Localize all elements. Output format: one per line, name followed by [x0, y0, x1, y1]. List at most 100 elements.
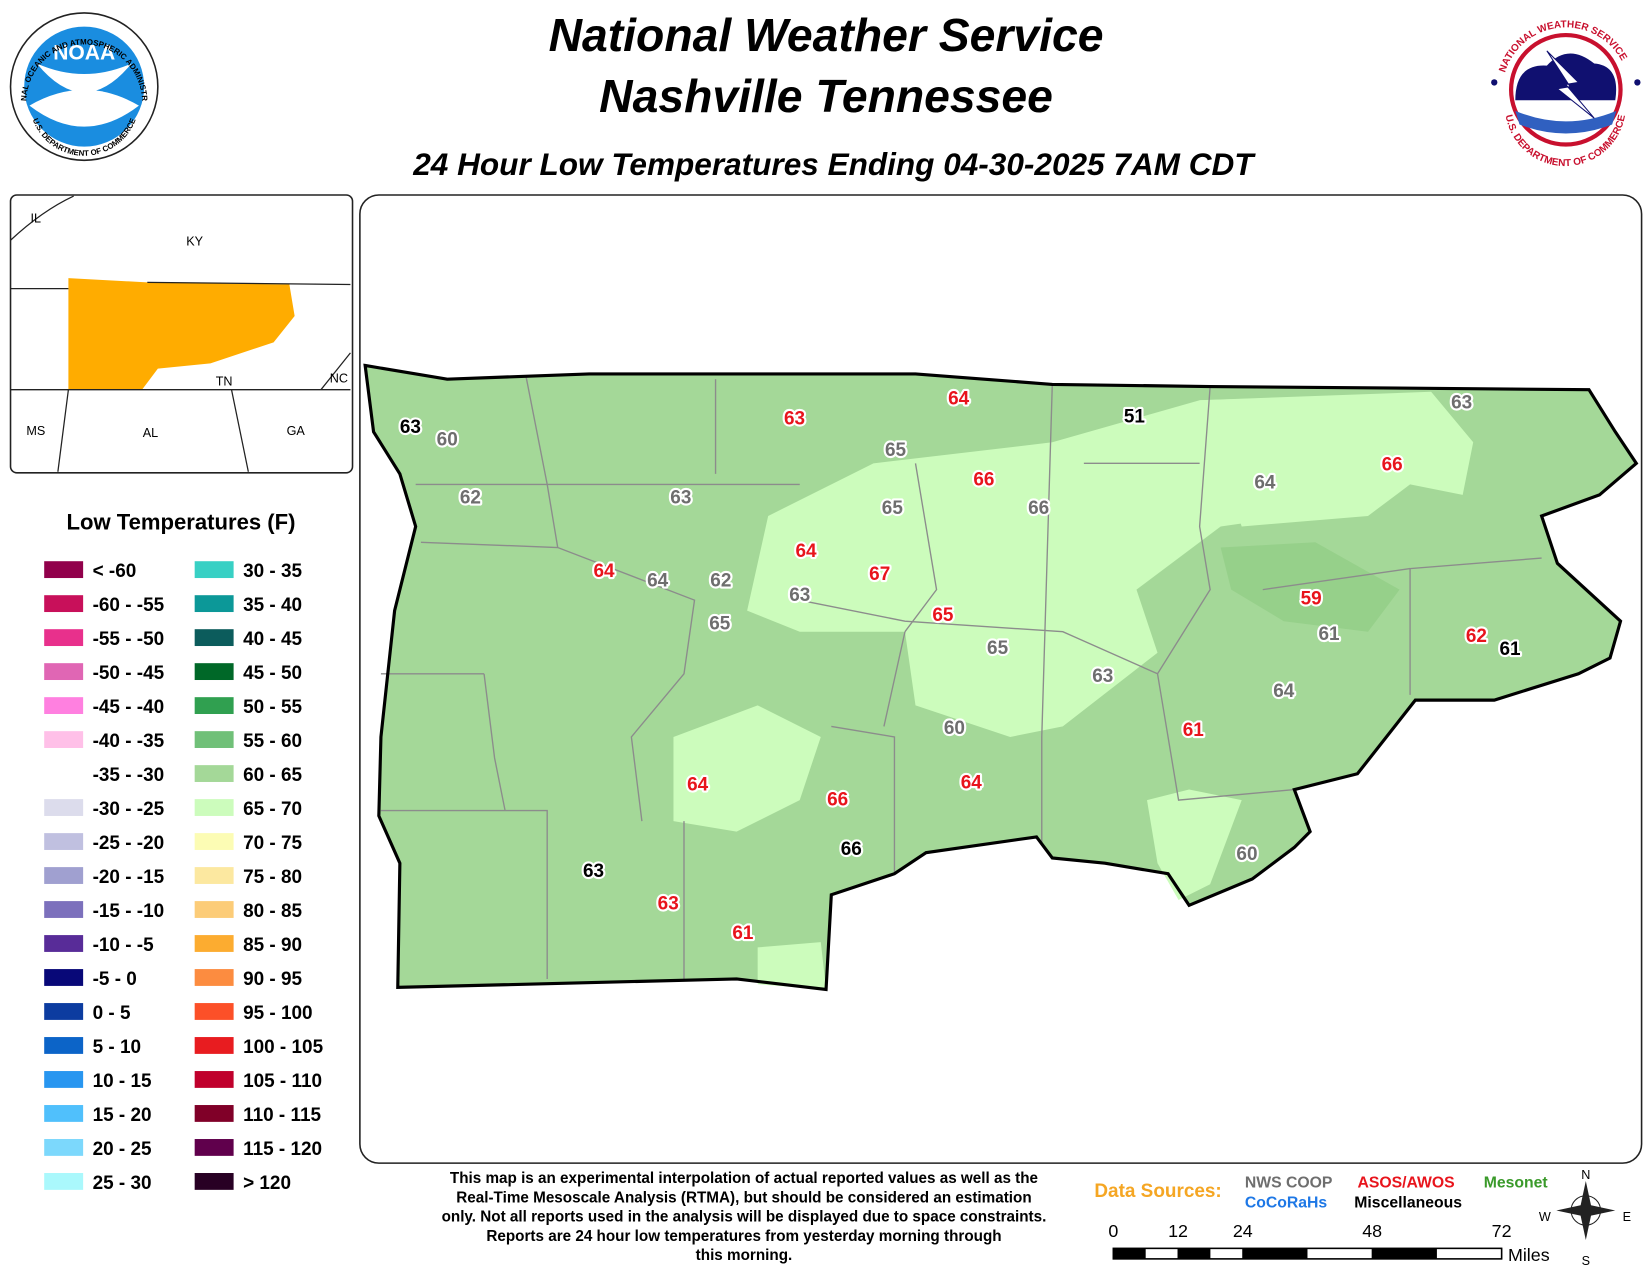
analysis-patch [757, 942, 827, 990]
station-value: 63 [789, 585, 810, 606]
legend-swatch [44, 1003, 84, 1020]
inset-label: GA [287, 424, 306, 438]
inset-label: TN [216, 374, 233, 388]
region-outline [363, 363, 1639, 992]
footnote-line: only. Not all reports used in the analys… [442, 1209, 1047, 1226]
analysis-patch [747, 394, 1368, 737]
legend-label: 35 - 40 [243, 595, 302, 616]
legend-label: 0 - 5 [93, 1003, 131, 1024]
legend-label: 40 - 45 [243, 629, 302, 650]
legend-label: -20 - -15 [93, 867, 165, 888]
legend-label: -35 - -30 [93, 765, 165, 786]
logo-star [1491, 79, 1498, 86]
legend-swatch [44, 1139, 84, 1156]
compass-ring [1570, 1195, 1602, 1226]
station-value: 63 [670, 487, 691, 508]
station-value: 60 [944, 718, 965, 739]
footnote-line: Real-Time Mesoscale Analysis (RTMA), but… [456, 1189, 1031, 1206]
legend: < -60 -60 - -55 -55 - -50 -50 - -45 -45 - -4… [44, 561, 323, 1194]
legend-swatch [44, 731, 84, 748]
logo-bolt [1546, 50, 1595, 119]
footnote-line: Reports are 24 hour low temperatures fro… [486, 1228, 1001, 1245]
scale-label: 48 [1362, 1221, 1382, 1241]
legend-swatch [44, 935, 84, 952]
legend-label: > 120 [243, 1173, 291, 1194]
legend-label: 20 - 25 [93, 1139, 152, 1160]
legend-label: -40 - -35 [93, 731, 165, 752]
station-value: 60 [437, 429, 458, 450]
inset-label: AL [143, 426, 158, 440]
station-value: 64 [593, 561, 615, 582]
legend-label: 50 - 55 [243, 697, 302, 718]
analysis-patch [1220, 542, 1400, 632]
inset-label: NC [330, 371, 348, 385]
legend-swatch [44, 697, 84, 715]
legend-label: 55 - 60 [243, 731, 302, 752]
scale-unit: Miles [1508, 1245, 1550, 1265]
station-value: 65 [709, 614, 730, 635]
analysis-patch [1199, 391, 1474, 527]
legend-swatch [194, 595, 234, 613]
legend-swatch [44, 969, 84, 986]
legend-swatch [44, 799, 84, 816]
stations: 63 60 62 63 63 64 65 51 63 66 65 66 64 66 64 64 62 64 67 63… [398, 386, 1523, 946]
inset-label: KY [186, 235, 203, 249]
county-lines [380, 376, 1542, 979]
station-value: 64 [1254, 473, 1276, 494]
station-value: 64 [647, 570, 669, 591]
legend-label: 45 - 50 [243, 663, 302, 684]
station-value: 59 [1301, 588, 1322, 609]
legend-title: Low Temperatures (F) [67, 510, 296, 535]
legend-label: 85 - 90 [243, 935, 302, 956]
legend-label: -55 - -50 [93, 629, 165, 650]
data-source: Mesonet [1484, 1174, 1549, 1191]
map-region [363, 363, 1639, 992]
logo-wing [36, 63, 132, 93]
inset-highlight [68, 278, 295, 390]
logo-wave [1515, 110, 1617, 134]
station-value: 63 [784, 408, 805, 429]
legend-swatch [194, 969, 234, 986]
legend-swatch [44, 765, 84, 782]
legend-label: 115 - 120 [243, 1139, 322, 1160]
noaa-logo: NOAA NATIONAL OCEANIC AND ATMOSPHERIC AD… [0, 0, 159, 162]
compass-letter: E [1623, 1210, 1631, 1224]
station-value: 66 [1382, 455, 1403, 476]
scale-label: 0 [1108, 1221, 1118, 1241]
legend-label: 10 - 15 [93, 1071, 152, 1092]
legend-label: -10 - -5 [93, 935, 154, 956]
legend-label: -25 - -20 [93, 833, 165, 854]
legend-label: 25 - 30 [93, 1173, 152, 1194]
legend-swatch [194, 561, 234, 579]
legend-label: 80 - 85 [243, 901, 302, 922]
scale-label: 24 [1233, 1221, 1253, 1241]
legend-swatch [44, 833, 84, 850]
legend-label: 60 - 65 [243, 765, 302, 786]
logo-star [1634, 79, 1641, 86]
station-value: 64 [1273, 681, 1295, 702]
data-sources-label: Data Sources: [1094, 1181, 1221, 1202]
legend-label: -50 - -45 [93, 663, 165, 684]
legend-swatch [194, 1003, 234, 1020]
station-value: 61 [732, 923, 753, 944]
legend-swatch [44, 901, 84, 918]
station-value: 63 [1092, 666, 1113, 687]
station-value: 66 [841, 839, 862, 860]
legend-label: 100 - 105 [243, 1037, 323, 1058]
legend-label: 90 - 95 [243, 969, 302, 990]
legend-swatch [194, 867, 234, 884]
station-value: 65 [987, 638, 1008, 659]
scale-label: 72 [1492, 1221, 1512, 1241]
legend-label: -60 - -55 [93, 595, 165, 616]
data-sources: Data Sources: NWS COOP ASOS/AWOS Mesonet Co… [1094, 1174, 1548, 1211]
compass-letter: N [1581, 1168, 1590, 1182]
legend-label: -45 - -40 [93, 697, 165, 718]
scale-segment [1113, 1248, 1146, 1259]
compass [1556, 1181, 1616, 1240]
station-value: 63 [400, 417, 421, 438]
legend-swatch [194, 731, 234, 748]
scale-segment [1178, 1248, 1211, 1259]
compass-letter: S [1582, 1254, 1590, 1268]
legend-swatch [44, 561, 84, 579]
